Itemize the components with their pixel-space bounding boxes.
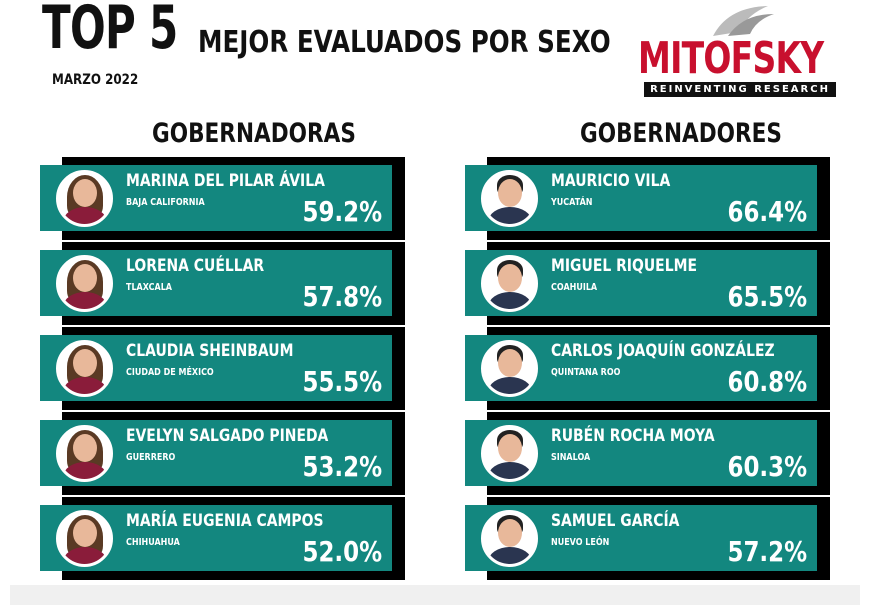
footer-band [10,585,860,605]
women-card: LORENA CUÉLLAR TLAXCALA 57.8% [40,242,405,326]
governor-state: YUCATÁN [551,197,593,208]
date-label: MARZO 2022 [52,72,139,88]
governor-name: EVELYN SALGADO PINEDA [126,426,329,446]
portrait-photo [56,255,113,312]
card-box: LORENA CUÉLLAR TLAXCALA 57.8% [40,250,392,316]
women-card: EVELYN SALGADO PINEDA GUERRERO 53.2% [40,412,405,496]
governor-state: CHIHUAHUA [126,537,180,548]
card-box: RUBÉN ROCHA MOYA SINALOA 60.3% [465,420,817,486]
portrait-photo [56,170,113,227]
approval-pct: 55.5% [302,365,382,398]
card-box: MIGUEL RIQUELME COAHUILA 65.5% [465,250,817,316]
governor-name: MIGUEL RIQUELME [551,256,697,276]
logo-swoosh-icon [713,6,774,36]
governor-name: MARINA DEL PILAR ÁVILA [126,171,325,191]
portrait-photo [481,255,538,312]
governor-name: CARLOS JOAQUÍN GONZÁLEZ [551,341,775,361]
men-card: RUBÉN ROCHA MOYA SINALOA 60.3% [465,412,830,496]
approval-pct: 65.5% [727,280,807,313]
governor-state: TLAXCALA [126,282,172,293]
approval-pct: 60.3% [727,450,807,483]
governor-name: SAMUEL GARCÍA [551,511,680,531]
portrait-photo [481,425,538,482]
approval-pct: 59.2% [302,195,382,228]
portrait-photo [56,340,113,397]
title-subtitle: MEJOR EVALUADOS POR SEXO [198,25,611,60]
governor-name: MARÍA EUGENIA CAMPOS [126,511,324,531]
card-box: CLAUDIA SHEINBAUM CIUDAD DE MÉXICO 55.5% [40,335,392,401]
governor-state: SINALOA [551,452,591,463]
approval-pct: 60.8% [727,365,807,398]
men-card: MIGUEL RIQUELME COAHUILA 65.5% [465,242,830,326]
card-box: SAMUEL GARCÍA NUEVO LEÓN 57.2% [465,505,817,571]
card-box: EVELYN SALGADO PINEDA GUERRERO 53.2% [40,420,392,486]
governor-state: CIUDAD DE MÉXICO [126,367,214,378]
portrait-photo [481,510,538,567]
governor-state: QUINTANA ROO [551,367,621,378]
women-card: MARINA DEL PILAR ÁVILA BAJA CALIFORNIA 5… [40,157,405,241]
men-card: CARLOS JOAQUÍN GONZÁLEZ QUINTANA ROO 60.… [465,327,830,411]
approval-pct: 57.2% [727,535,807,568]
approval-pct: 66.4% [727,195,807,228]
women-card: MARÍA EUGENIA CAMPOS CHIHUAHUA 52.0% [40,497,405,581]
logo-text: MITOFSKY [638,33,824,84]
card-box: MAURICIO VILA YUCATÁN 66.4% [465,165,817,231]
portrait-photo [481,170,538,227]
logo-tagline: REINVENTING RESEARCH [644,82,836,97]
portrait-photo [56,510,113,567]
men-heading: GOBERNADORES [580,118,782,149]
men-card: MAURICIO VILA YUCATÁN 66.4% [465,157,830,241]
approval-pct: 57.8% [302,280,382,313]
governor-name: CLAUDIA SHEINBAUM [126,341,294,361]
women-card: CLAUDIA SHEINBAUM CIUDAD DE MÉXICO 55.5% [40,327,405,411]
card-box: CARLOS JOAQUÍN GONZÁLEZ QUINTANA ROO 60.… [465,335,817,401]
mitofsky-logo: MITOFSKY REINVENTING RESEARCH [638,6,843,97]
title-top5: TOP 5 [42,0,178,63]
governor-state: COAHUILA [551,282,598,293]
women-heading: GOBERNADORAS [152,118,356,149]
governor-name: LORENA CUÉLLAR [126,256,265,276]
portrait-photo [481,340,538,397]
approval-pct: 52.0% [302,535,382,568]
portrait-photo [56,425,113,482]
governor-state: BAJA CALIFORNIA [126,197,205,208]
approval-pct: 53.2% [302,450,382,483]
governor-name: RUBÉN ROCHA MOYA [551,426,715,446]
men-card: SAMUEL GARCÍA NUEVO LEÓN 57.2% [465,497,830,581]
governor-name: MAURICIO VILA [551,171,671,191]
governor-state: GUERRERO [126,452,176,463]
governor-state: NUEVO LEÓN [551,537,610,548]
card-box: MARINA DEL PILAR ÁVILA BAJA CALIFORNIA 5… [40,165,392,231]
card-box: MARÍA EUGENIA CAMPOS CHIHUAHUA 52.0% [40,505,392,571]
